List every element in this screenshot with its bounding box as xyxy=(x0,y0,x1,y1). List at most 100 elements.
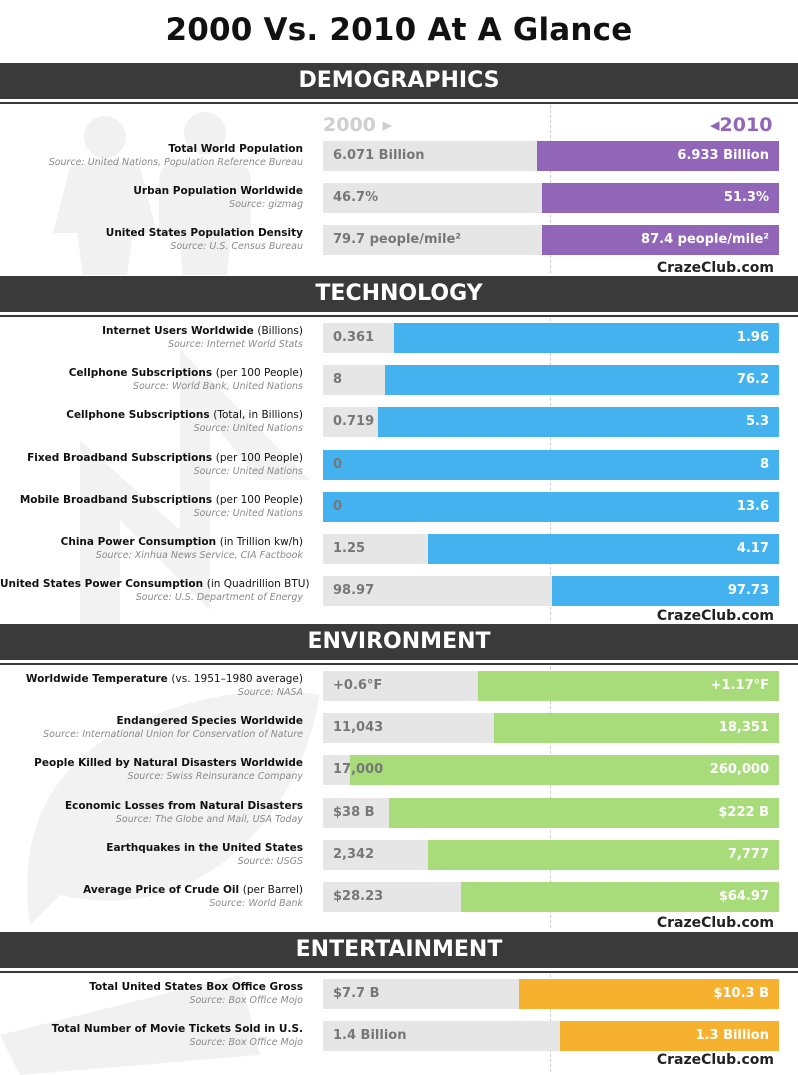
divider-line xyxy=(0,971,798,973)
bar-2010 xyxy=(542,183,779,213)
bar-2010 xyxy=(350,755,779,785)
row-title-text: Mobile Broadband Subscriptions xyxy=(19,494,213,506)
legend-2000-label: 2000 xyxy=(323,114,376,136)
credit-text: CrazeClub.com xyxy=(656,915,774,931)
bar-track: 11,043 18,351 xyxy=(323,713,779,743)
row-label: United States Power Consumption (in Quad… xyxy=(0,577,310,604)
section-title: ENTERTAINMENT xyxy=(295,937,503,962)
credit-text: CrazeClub.com xyxy=(656,1052,774,1068)
value-2010-label: 5.3 xyxy=(745,414,769,429)
row-source: Source: United Nations, Population Refer… xyxy=(48,157,303,168)
row-source: Source: United Nations xyxy=(193,466,303,477)
bar-2010 xyxy=(542,225,779,255)
value-2000-label: 17,000 xyxy=(333,762,384,777)
bar-track: 46.7% 51.3% xyxy=(323,183,779,213)
row-unit: (per Barrel) xyxy=(242,884,303,896)
bar-2010 xyxy=(389,798,779,828)
row-title: Total World Population xyxy=(0,142,303,156)
value-2010-label: 13.6 xyxy=(736,499,769,514)
bar-track: 1.4 Billion 1.3 Billion xyxy=(323,1021,779,1051)
value-2000-label: 2,342 xyxy=(333,847,375,862)
row-source: Source: U.S. Census Bureau xyxy=(170,241,303,252)
bar-2010 xyxy=(519,979,779,1009)
row-unit: (per 100 People) xyxy=(215,367,303,379)
bar-2010 xyxy=(537,141,779,171)
row-label: United States Population Density Source: … xyxy=(0,226,303,253)
bar-2010 xyxy=(323,450,779,480)
value-2010-label: 7,777 xyxy=(727,847,769,862)
row-title: Economic Losses from Natural Disasters xyxy=(0,799,303,813)
bar-track: $7.7 B $10.3 B xyxy=(323,979,779,1009)
row-source: Source: United Nations xyxy=(193,508,303,519)
value-2000-label: $38 B xyxy=(333,805,375,820)
bar-2010 xyxy=(323,492,779,522)
bar-track: $38 B $222 B xyxy=(323,798,779,828)
bar-2010 xyxy=(428,840,779,870)
value-2000-label: 0.361 xyxy=(333,330,375,345)
divider-line xyxy=(0,315,798,317)
value-2010-label: $222 B xyxy=(718,805,769,820)
legend-2010-label: 2010 xyxy=(719,114,773,136)
row-title: Cellphone Subscriptions (Total, in Billi… xyxy=(0,408,303,422)
row-source: Source: World Bank, United Nations xyxy=(132,381,303,392)
row-source: Source: USGS xyxy=(237,856,303,867)
row-label: Total Number of Movie Tickets Sold in U.… xyxy=(0,1022,303,1049)
bar-track: 0.719 5.3 xyxy=(323,407,779,437)
bar-track: 2,342 7,777 xyxy=(323,840,779,870)
row-title: United States Population Density xyxy=(0,226,303,240)
row-unit: (in Trillion kw/h) xyxy=(219,536,303,548)
bar-2010 xyxy=(478,671,779,701)
row-title-text: Cellphone Subscriptions xyxy=(68,367,213,379)
section-band-environment: ENVIRONMENT xyxy=(0,624,798,660)
divider-line xyxy=(0,102,798,104)
row-title-text: Internet Users Worldwide xyxy=(102,325,254,337)
bar-track: 98.97 97.73 xyxy=(323,576,779,606)
row-source: Source: World Bank xyxy=(209,898,303,909)
row-unit: (Total, in Billions) xyxy=(213,409,303,421)
row-title: Total Number of Movie Tickets Sold in U.… xyxy=(0,1022,303,1036)
bar-track: 8 76.2 xyxy=(323,365,779,395)
row-unit: (vs. 1951–1980 average) xyxy=(171,673,303,685)
value-2010-label: 1.96 xyxy=(736,330,769,345)
row-label: People Killed by Natural Disasters World… xyxy=(0,756,303,783)
triangle-right-icon: ▸ xyxy=(375,114,393,136)
row-title: Urban Population Worldwide xyxy=(0,184,303,198)
bar-2010 xyxy=(394,323,779,353)
row-unit: (per 100 People) xyxy=(215,494,303,506)
value-2010-label: 51.3% xyxy=(723,190,769,205)
section-band-technology: TECHNOLOGY xyxy=(0,276,798,312)
value-2000-label: 1.4 Billion xyxy=(333,1028,407,1043)
row-label: Cellphone Subscriptions (per 100 People)… xyxy=(0,366,303,393)
row-label: Endangered Species Worldwide Source: Inte… xyxy=(0,714,303,741)
bar-track: 0 13.6 xyxy=(323,492,779,522)
row-title: Mobile Broadband Subscriptions (per 100 … xyxy=(0,493,303,507)
section-band-entertainment: ENTERTAINMENT xyxy=(0,932,798,968)
row-unit: (per 100 People) xyxy=(215,452,303,464)
row-title-text: Urban Population Worldwide xyxy=(133,185,303,197)
bar-track: $28.23 $64.97 xyxy=(323,882,779,912)
page-title: 2000 Vs. 2010 At A Glance xyxy=(165,12,633,48)
row-title: Endangered Species Worldwide xyxy=(0,714,303,728)
value-2010-label: $64.97 xyxy=(718,889,769,904)
row-source: Source: U.S. Department of Energy xyxy=(135,592,303,603)
value-2010-label: 4.17 xyxy=(736,541,769,556)
row-source: Source: International Union for Conserva… xyxy=(43,729,303,740)
bar-2010 xyxy=(461,882,779,912)
row-source: Source: Xinhua News Service, CIA Factboo… xyxy=(95,550,303,561)
value-2010-label: +1.17°F xyxy=(710,678,769,693)
section-title: DEMOGRAPHICS xyxy=(298,68,500,93)
bar-track: 6.071 Billion 6.933 Billion xyxy=(323,141,779,171)
bar-track: 0.361 1.96 xyxy=(323,323,779,353)
row-title-text: United States Power Consumption xyxy=(0,578,204,590)
bar-2010 xyxy=(552,576,779,606)
row-label: Earthquakes in the United States Source: … xyxy=(0,841,303,868)
row-label: Mobile Broadband Subscriptions (per 100 … xyxy=(0,493,303,520)
row-label: Economic Losses from Natural Disasters So… xyxy=(0,799,303,826)
row-source: Source: Internet World Stats xyxy=(167,339,303,350)
bar-2010 xyxy=(385,365,779,395)
row-title-text: Endangered Species Worldwide xyxy=(116,715,303,727)
triangle-left-icon: ◂ xyxy=(710,114,720,136)
row-title: Total United States Box Office Gross xyxy=(0,980,303,994)
value-2000-label: 98.97 xyxy=(333,583,375,598)
